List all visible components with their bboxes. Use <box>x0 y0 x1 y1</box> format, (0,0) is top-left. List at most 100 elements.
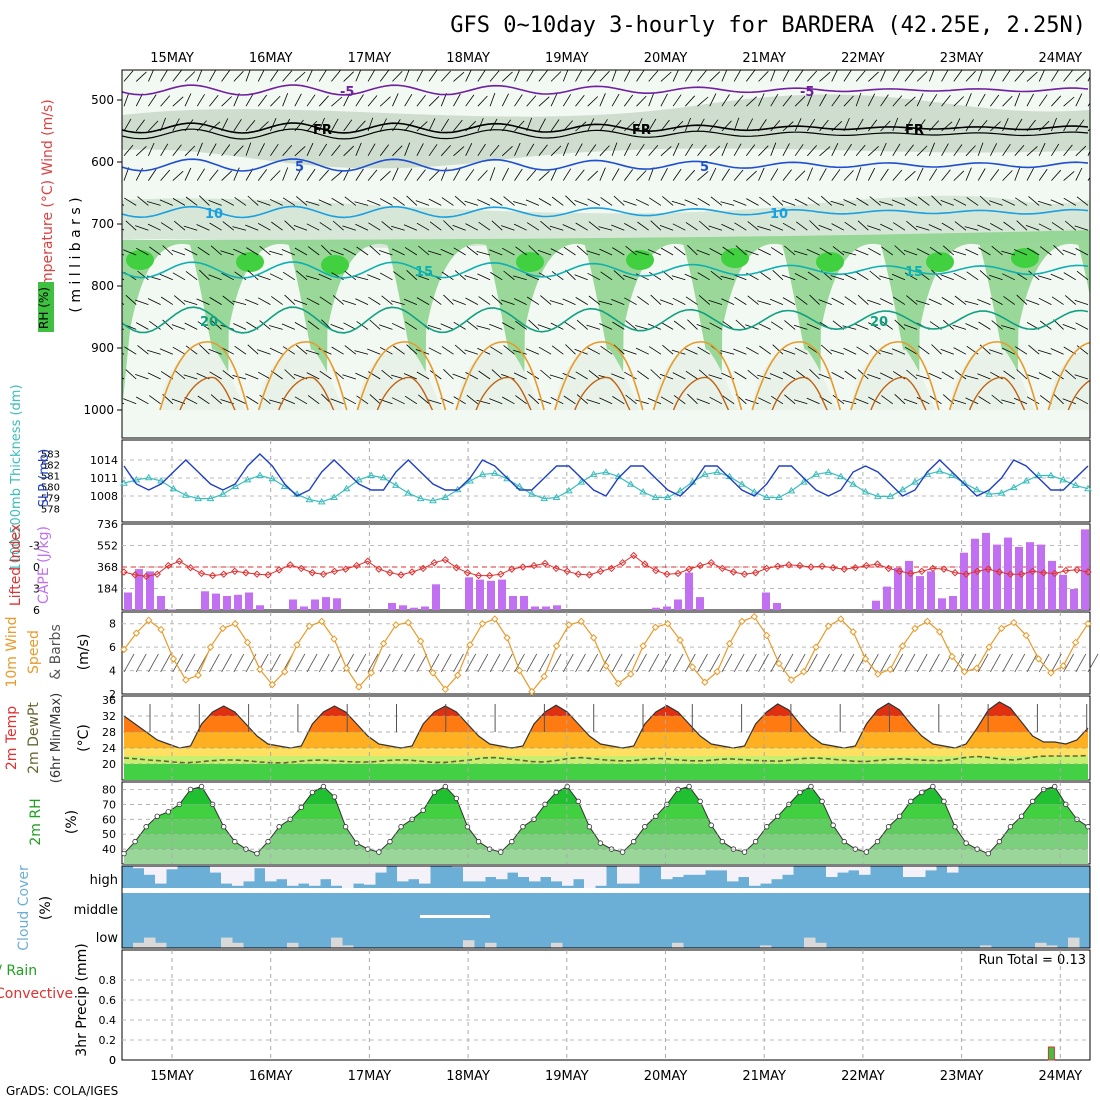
cloud-low-bar <box>144 937 156 948</box>
wind-barb <box>747 369 759 380</box>
thickness-point <box>799 478 808 485</box>
wind-barb <box>869 345 881 355</box>
rh-high-spot <box>236 252 264 272</box>
wind-barb <box>502 322 515 330</box>
wind-barb <box>1026 93 1034 107</box>
wind-barb <box>491 220 503 231</box>
wind-barb <box>989 274 1003 281</box>
wind-barb <box>891 199 906 206</box>
wind-barb <box>162 319 174 330</box>
wind-barb <box>855 323 869 330</box>
wind-barb <box>1087 150 1090 156</box>
rh-point <box>464 824 471 830</box>
wind-barb <box>599 93 606 107</box>
rh-point <box>254 850 260 857</box>
wind-barb <box>856 346 869 355</box>
date-label: 23MAY <box>940 1069 984 1084</box>
lifted-index-point <box>984 565 992 573</box>
lifted-index-point <box>751 569 760 577</box>
cloud-high-clear <box>661 866 673 880</box>
rh-point <box>908 798 914 805</box>
cape-bar <box>652 607 660 610</box>
wind-barb <box>953 198 967 206</box>
thickness-point <box>243 475 252 483</box>
wind-barb <box>600 271 613 281</box>
wind-barb <box>1063 197 1077 206</box>
wind-barb <box>172 70 182 82</box>
temp-line <box>123 701 1089 749</box>
wind-barb <box>830 275 845 281</box>
wind-barb <box>441 197 454 206</box>
wind-barb <box>381 369 393 380</box>
wind-barb <box>1014 92 1021 107</box>
cloud-high-clear <box>760 866 772 884</box>
isotherm-label: 20 <box>870 315 888 330</box>
wind-barb <box>710 270 723 281</box>
slp-tick-label: 1008 <box>90 490 118 503</box>
wind-barb <box>931 195 942 206</box>
wind-barb <box>477 70 486 82</box>
wind-barb <box>307 395 320 405</box>
wind-barb <box>672 70 679 82</box>
wind-barb <box>271 296 283 305</box>
thickness-line <box>123 470 1089 503</box>
cape-bar <box>509 596 517 610</box>
wind-barb <box>819 119 829 132</box>
wind-barb <box>586 399 601 405</box>
wind-barb <box>233 70 244 82</box>
cape-bar <box>982 532 990 610</box>
wind-barb <box>453 71 465 82</box>
wind-barb <box>745 250 759 256</box>
lifted-index-point <box>973 567 981 576</box>
wind-barb <box>550 71 562 82</box>
wind-barb <box>221 347 235 355</box>
thickness-point <box>1047 471 1055 478</box>
wind-barb <box>831 94 841 107</box>
rh-point <box>930 783 936 790</box>
wind-barb <box>137 196 149 206</box>
thickness-point <box>1084 484 1092 492</box>
wind-barb <box>269 198 283 206</box>
thickness-point <box>354 475 363 483</box>
wind-barb <box>428 347 442 355</box>
wind-barb <box>415 200 430 206</box>
rh-point <box>221 824 227 830</box>
lifted-index-point <box>729 568 738 576</box>
wind-barb <box>257 169 268 181</box>
wind10-unit-label: (m/s) <box>76 634 92 671</box>
wind-barb <box>746 347 759 355</box>
cloud-high-clear <box>551 866 563 882</box>
cloud-middle-label: middle <box>74 903 118 918</box>
wind-barb <box>672 142 680 156</box>
wind-speed-point <box>1010 618 1018 627</box>
wind-barb <box>612 321 625 330</box>
wind-barb <box>721 142 728 156</box>
wind-barb <box>598 226 613 231</box>
surface-wind-barb <box>379 653 391 673</box>
lifted-index-point <box>840 565 848 573</box>
wind-barb <box>404 395 418 405</box>
wind-barb <box>794 273 808 281</box>
wind-barb <box>599 70 610 82</box>
wind-barb <box>831 223 845 231</box>
wind-speed-point <box>355 683 363 691</box>
wind-barb <box>869 196 881 206</box>
wind-barb <box>367 348 381 355</box>
wind-barb <box>332 220 344 231</box>
wind-barb <box>977 224 991 231</box>
wind-barb <box>257 200 271 206</box>
wind-barb <box>990 169 1000 181</box>
wind-barb <box>503 196 515 206</box>
wind-barb <box>894 245 906 256</box>
wind-barb <box>831 169 841 181</box>
wind-tick-label: 8 <box>109 618 116 631</box>
wind-barb <box>806 323 820 330</box>
wind-barb <box>734 371 747 380</box>
wind-barb <box>684 117 691 132</box>
date-label: 15MAY <box>150 1069 194 1084</box>
wind-barb <box>769 224 784 231</box>
wind-barb <box>416 169 426 181</box>
date-label: 23MAY <box>940 51 984 66</box>
wind-barb <box>465 223 479 231</box>
